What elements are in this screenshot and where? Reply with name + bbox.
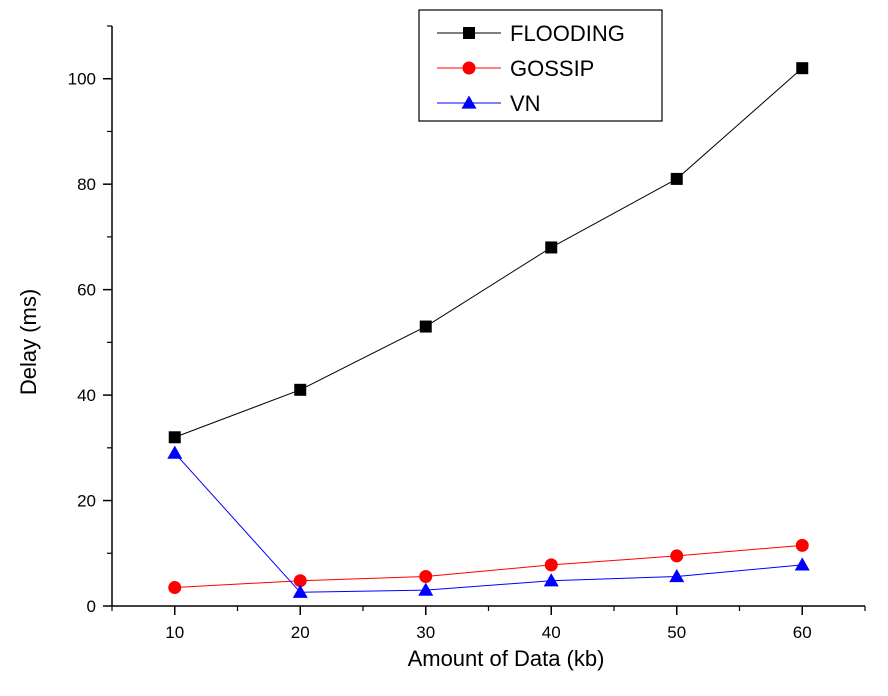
data-point-vn xyxy=(794,557,810,571)
series-flooding xyxy=(168,62,809,444)
data-point-gossip xyxy=(293,574,307,588)
legend-label-flooding: FLOODING xyxy=(510,21,625,46)
data-point-gossip xyxy=(670,549,684,563)
legend-marker-vn xyxy=(461,95,477,109)
y-tick-label: 60 xyxy=(77,281,96,300)
legend-marker-flooding xyxy=(463,27,475,39)
legend-label-gossip: GOSSIP xyxy=(510,56,594,81)
y-tick-label: 100 xyxy=(68,70,96,89)
y-tick-label: 80 xyxy=(77,175,96,194)
data-point-vn xyxy=(167,445,183,459)
series-line-vn xyxy=(174,452,803,593)
legend-label-vn: VN xyxy=(510,91,541,116)
y-axis-title: Delay (ms) xyxy=(16,289,41,395)
x-axis-title: Amount of Data (kb) xyxy=(408,646,605,671)
x-tick-label: 30 xyxy=(416,623,435,642)
x-tick-label: 20 xyxy=(291,623,310,642)
data-point-gossip xyxy=(419,569,433,583)
y-tick-label: 40 xyxy=(77,386,96,405)
x-tick-label: 40 xyxy=(542,623,561,642)
axes: 10 20 30 40 50 60 0 20 40 60 80 100 xyxy=(68,25,866,642)
data-point-vn xyxy=(418,582,434,596)
series-vn xyxy=(167,445,810,598)
data-point-vn xyxy=(669,568,685,583)
legend-marker-gossip xyxy=(462,61,476,75)
data-point-flooding xyxy=(796,62,809,75)
series-line-flooding xyxy=(174,67,803,438)
series-gossip xyxy=(168,538,809,595)
data-point-flooding xyxy=(545,241,558,254)
series-layer xyxy=(167,62,810,598)
data-point-vn xyxy=(543,573,559,587)
series-line-gossip xyxy=(174,544,803,589)
data-point-flooding xyxy=(670,172,683,185)
data-point-flooding xyxy=(419,320,432,333)
data-point-flooding xyxy=(294,383,307,396)
y-tick-label: 20 xyxy=(77,492,96,511)
data-point-flooding xyxy=(168,431,181,444)
data-point-gossip xyxy=(544,558,558,572)
data-point-vn xyxy=(292,584,308,598)
x-tick-label: 50 xyxy=(667,623,686,642)
y-tick-label: 0 xyxy=(87,597,96,616)
legend: FLOODING GOSSIP VN xyxy=(418,9,663,122)
x-tick-label: 60 xyxy=(793,623,812,642)
data-point-gossip xyxy=(168,581,182,595)
data-point-gossip xyxy=(795,538,809,552)
x-tick-label: 10 xyxy=(165,623,184,642)
